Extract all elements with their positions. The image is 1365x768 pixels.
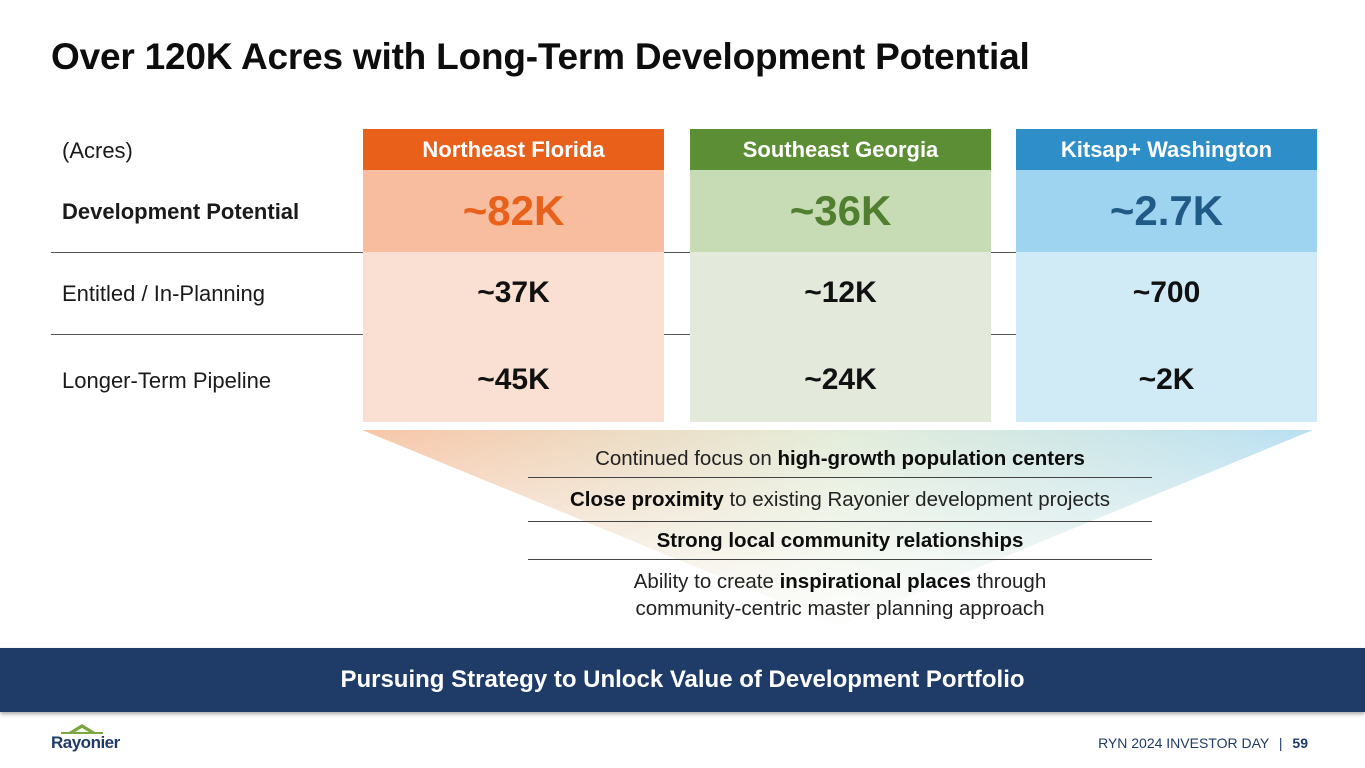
region-header: Kitsap+ Washington [1016,129,1317,170]
region-header: Southeast Georgia [690,129,991,170]
focus-text: Ability to create [633,570,780,593]
focus-emphasis: inspirational places [779,570,971,593]
page-number: 59 [1292,735,1308,751]
row-label-entitled: Entitled / In-Planning [62,281,266,306]
region-header: Northeast Florida [363,129,664,170]
development-potential-value: ~36K [690,170,991,252]
entitled-value: ~700 [1132,276,1201,309]
focus-emphasis: high-growth population centers [777,447,1085,470]
logo-mark-icon [61,724,103,734]
row-divider [51,334,1317,335]
footer-event: RYN 2024 INVESTOR DAY [1098,735,1269,751]
row-divider [51,252,1317,253]
row-label-pipeline: Longer-Term Pipeline [62,368,272,393]
focus-text: community-centric master planning approa… [635,597,1045,620]
entitled-value: ~37K [477,276,550,309]
footer: RYN 2024 INVESTOR DAY | 59 [1098,735,1308,751]
focus-list: Continued focus on high-growth populatio… [528,440,1152,622]
funnel-graphic [362,430,1313,625]
focus-text: through [971,570,1047,593]
focus-divider [528,521,1152,522]
focus-emphasis: Close proximity [569,488,724,511]
focus-text: to existing Rayonier development project… [723,488,1111,511]
unit-label: (Acres) [62,138,133,163]
region-body: ~700 ~2K [1016,252,1317,422]
focus-item: Strong local community relationships [528,522,1152,559]
region-body: ~37K ~45K [363,252,664,422]
pipeline-value: ~45K [477,363,550,396]
page-title: Over 120K Acres with Long-Term Developme… [51,36,1030,77]
focus-emphasis: Strong local community relationships [656,529,1024,552]
pipeline-value: ~2K [1138,363,1195,396]
rayonier-logo: Rayonier [51,722,127,752]
region-column-northeast-florida: Northeast Florida ~82K ~37K ~45K [363,129,664,422]
strategy-banner: Pursuing Strategy to Unlock Value of Dev… [0,648,1365,712]
footer-separator: | [1278,735,1283,751]
focus-item: Ability to create inspirational places t… [528,560,1152,622]
development-potential-value: ~82K [363,170,664,252]
banner-text: Pursuing Strategy to Unlock Value of Dev… [340,666,1025,693]
focus-item: Close proximity to existing Rayonier dev… [528,478,1152,521]
focus-divider [528,477,1152,478]
pipeline-value: ~24K [804,363,877,396]
development-potential-value: ~2.7K [1016,170,1317,252]
funnel-fade [362,430,1313,625]
focus-item: Continued focus on high-growth populatio… [528,440,1152,477]
region-body: ~12K ~24K [690,252,991,422]
focus-text: Continued focus on [595,447,778,470]
focus-divider [528,559,1152,560]
region-column-kitsap-washington: Kitsap+ Washington ~2.7K ~700 ~2K [1016,129,1317,422]
logo-text: Rayonier [51,733,120,752]
row-label-development-potential: Development Potential [62,199,300,224]
entitled-value: ~12K [804,276,877,309]
region-column-southeast-georgia: Southeast Georgia ~36K ~12K ~24K [690,129,991,422]
